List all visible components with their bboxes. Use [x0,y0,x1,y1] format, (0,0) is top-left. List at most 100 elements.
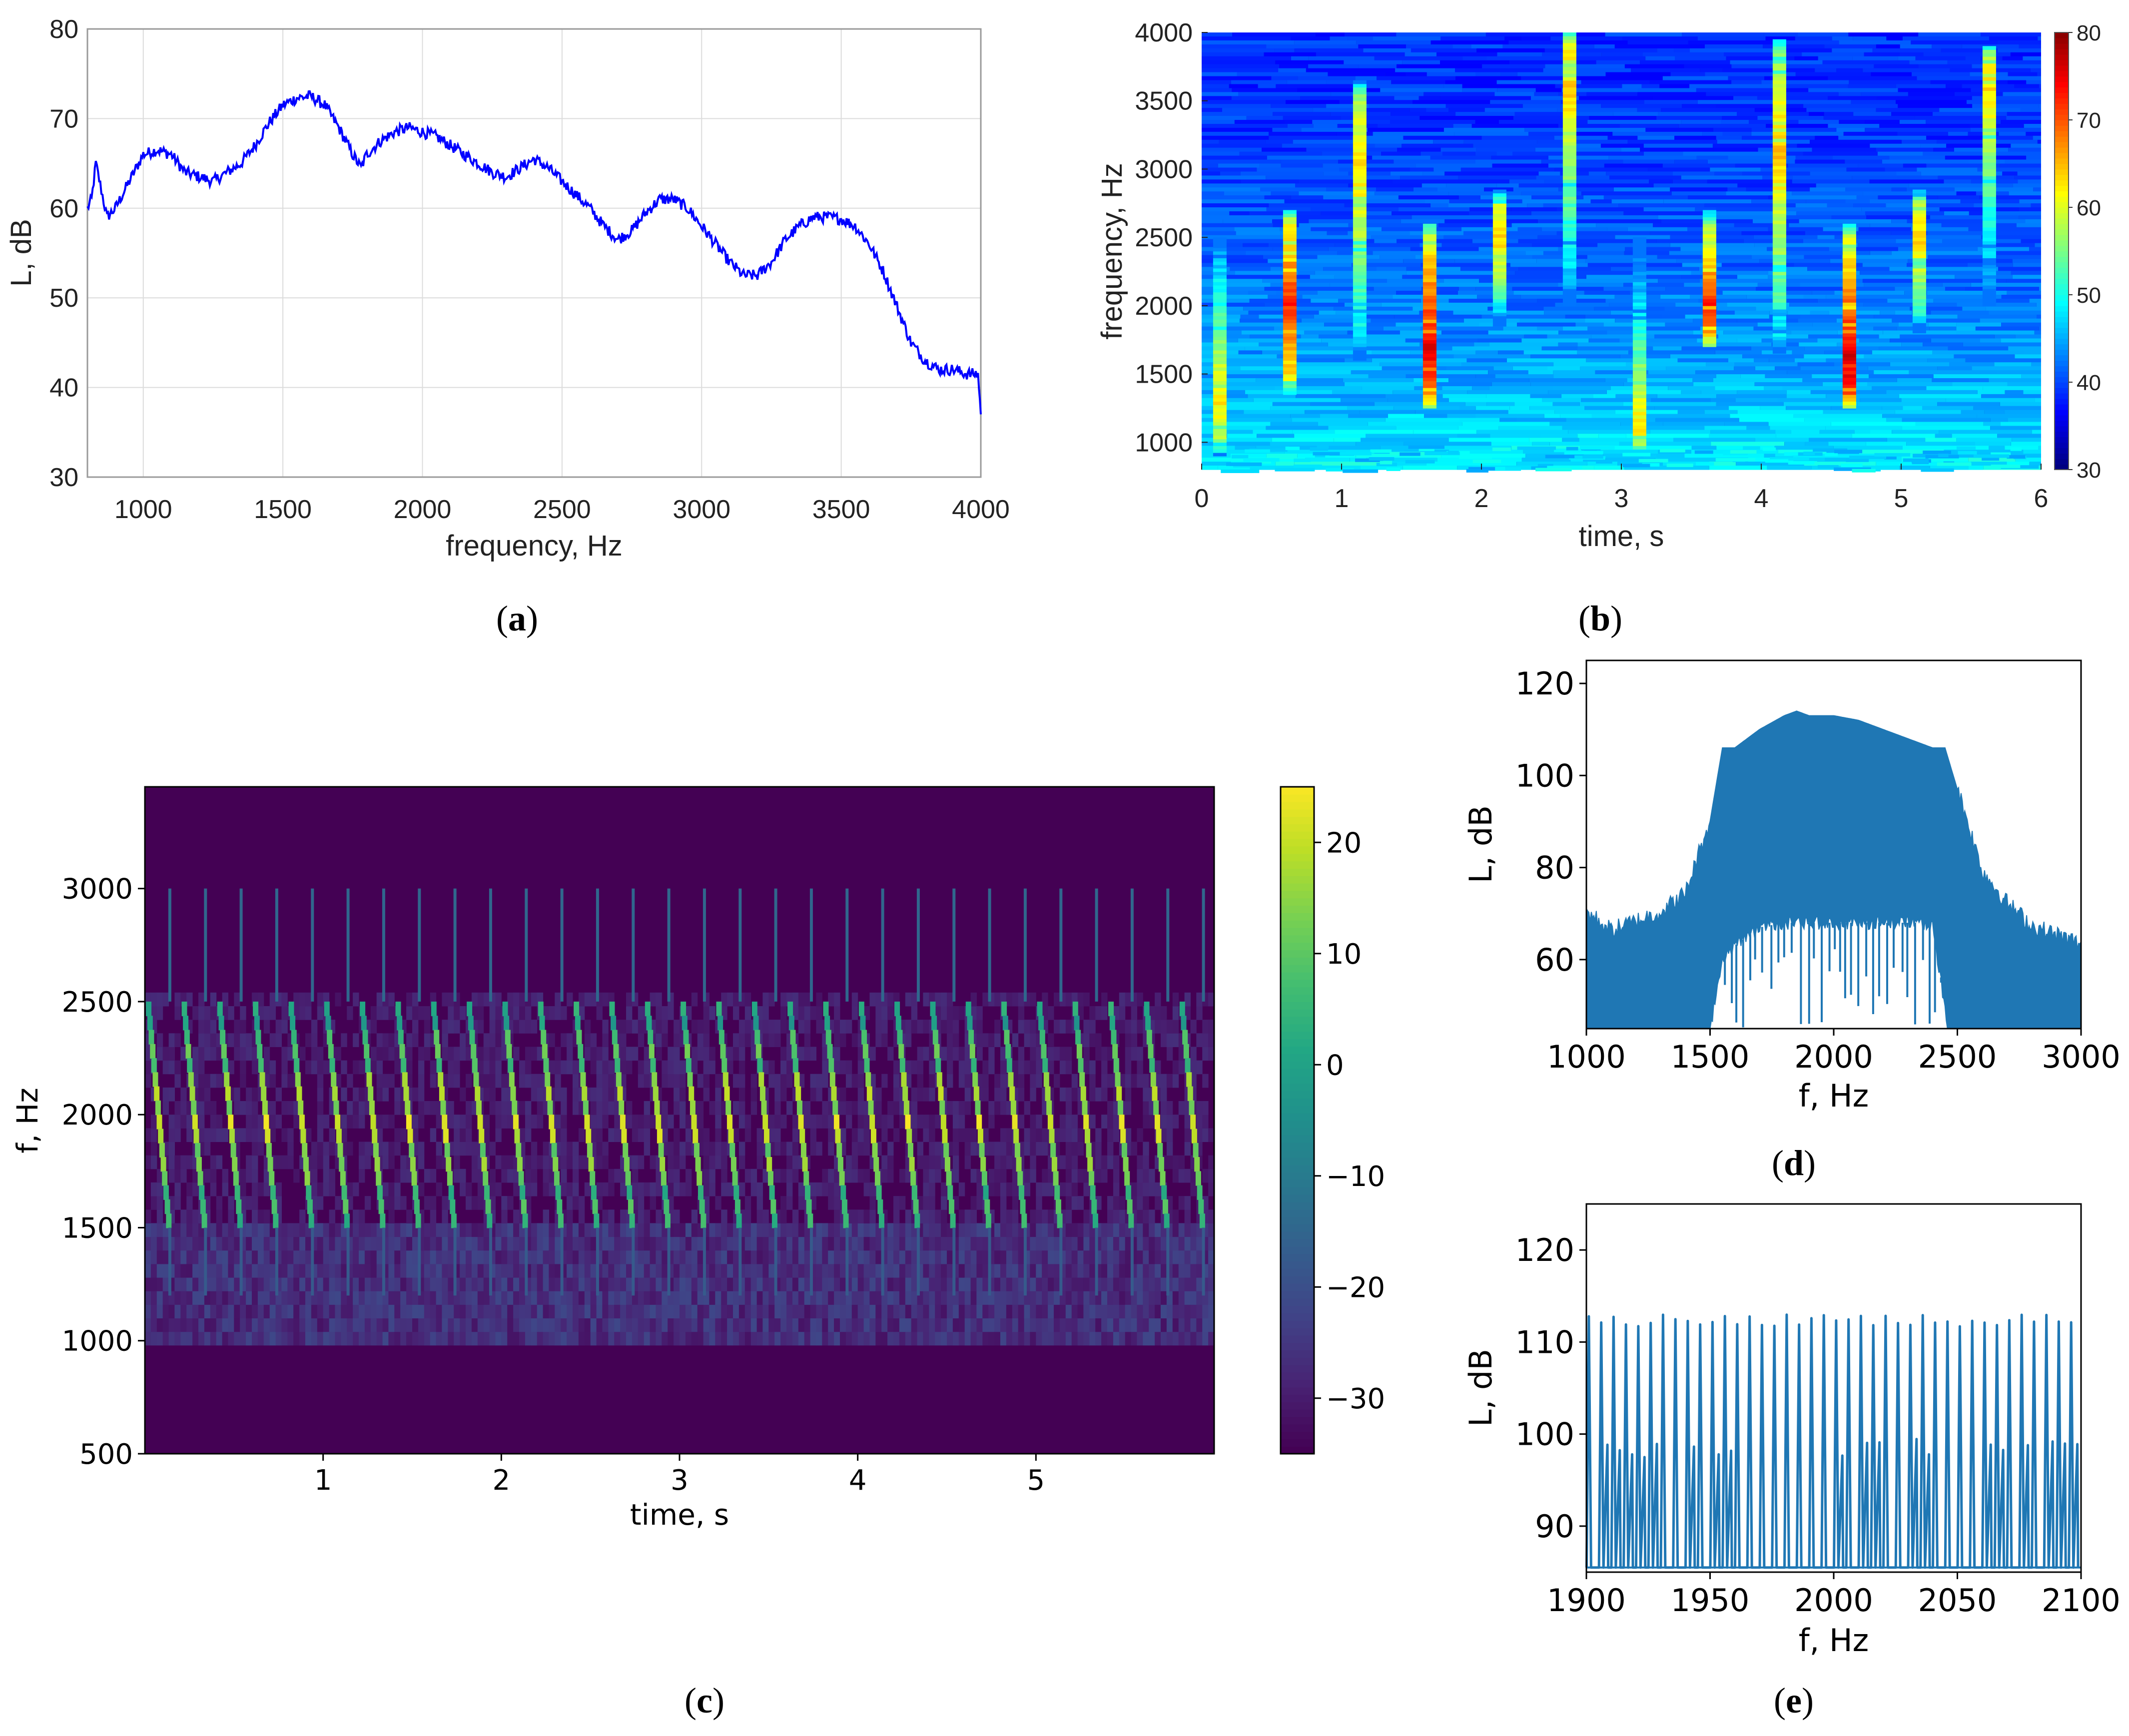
chart-c-noise-cell [430,1223,437,1237]
chart-b-call-cell [1982,158,1996,163]
chart-c-noise-cell [756,1155,763,1169]
chart-c-noise-cell [198,1006,205,1020]
chart-b-noise-cell [1250,334,1301,339]
chart-b-noise-cell [1314,314,1366,319]
chart-b-noise-cell [1561,100,1644,104]
chart-b-call-cell [1702,319,1716,323]
chart-c-noise-cell [626,1101,633,1115]
chart-c-noise-cell [305,1128,312,1142]
chart-b-noise-cell [1632,374,1716,379]
chart-b-noise-cell [1443,279,1479,283]
chart-b-noise-cell [1596,60,1640,65]
chart-b-call-cell [1353,292,1367,296]
chart-b-noise-cell [1797,362,1834,367]
chart-c-noise-cell [204,1196,211,1210]
chart-b-noise-cell [1475,350,1498,355]
chart-c-noise-cell [697,1020,704,1034]
chart-c-noise-cell [305,1236,312,1251]
chart-b-noise-cell [1650,231,1742,236]
chart-c-noise-cell [263,1060,270,1075]
chart-c-noise-cell [828,1250,834,1264]
chart-b-call-cell [1422,323,1436,327]
chart-c-noise-cell [145,1236,151,1251]
chart-c-noise-cell [353,1250,359,1264]
chart-c-noise-cell [359,1277,365,1291]
chart-b-noise-cell [1742,354,1804,359]
chart-c-noise-cell [780,1196,787,1210]
chart-b-call-cell [1772,80,1786,84]
chart-b-noise-cell [1817,465,1839,469]
chart-c-noise-cell [257,1291,264,1305]
chart-b-ytick-label: 1500 [1135,360,1193,389]
chart-b-noise-cell [1644,151,1683,156]
chart-b-call-cell [1982,206,1996,211]
chart-c-noise-cell [762,1168,769,1183]
chart-b-call-cell [1353,302,1367,306]
chart-b-noise-cell [1722,116,1758,120]
chart-c-noise-cell [519,1277,526,1291]
chart-c-noise-cell [311,1020,318,1034]
chart-b-noise-cell [1675,56,1726,61]
chart-b-noise-cell [1352,263,1421,267]
chart-b-noise-cell [1328,72,1386,77]
chart-c-noise-cell [323,1142,330,1156]
chart-c-noise-cell [733,1263,739,1278]
chart-b-noise-cell [1270,267,1324,271]
chart-b-noise-cell [1924,259,2013,263]
chart-c-noise-cell [513,1304,520,1318]
chart-b-noise-cell [1253,430,1293,435]
chart-c-noise-cell [436,1142,442,1156]
chart-c-noise-cell [388,1115,395,1129]
chart-b-noise-cell [2012,259,2041,263]
chart-c-noise-cell [798,1236,805,1251]
chart-b-noise-cell [1379,243,1420,248]
chart-b-noise-cell [1792,350,1825,355]
chart-b-noise-cell [1583,195,1604,200]
chart-b-noise-cell [1356,442,1404,446]
chart-b-noise-cell [1777,243,1858,248]
chart-c-noise-cell [537,1318,544,1332]
chart-b-call-cell [1912,247,1926,252]
chart-b-noise-cell [1767,466,1812,470]
chart-b-call-cell [1562,87,1576,91]
chart-c-noise-cell [400,1263,407,1278]
chart-c-noise-cell [531,1115,538,1129]
chart-b-noise-cell [1202,167,1257,172]
chart-c-noise-cell [228,1196,234,1210]
chart-c-noise-cell [162,1277,169,1291]
chart-c-noise-cell [537,1250,544,1264]
chart-c-noise-cell [674,1101,680,1115]
chart-b-call-cell [1982,165,1996,170]
chart-c-noise-cell [567,1331,573,1346]
chart-c-noise-cell [305,1060,312,1075]
chart-c-noise-cell [263,1168,270,1183]
chart-b-call-cell [1702,282,1716,286]
chart-c-noise-cell [626,1263,633,1278]
chart-b-call-cell [1842,292,1856,296]
chart-b-noise-cell [1927,358,1966,363]
chart-c-noise-cell [156,1047,163,1061]
chart-c-noise-cell [412,1087,419,1102]
chart-c-noise-cell [388,1047,395,1061]
chart-b-ytick-label: 2500 [1135,223,1193,252]
chart-c-noise-cell [738,1331,745,1346]
chart-c-noise-cell [721,1142,727,1156]
chart-b-call-cell [1982,278,1996,282]
chart-c-noise-cell [685,1142,692,1156]
chart-b-noise-cell [1994,362,2032,367]
chart-c-noise-cell [329,1331,335,1346]
chart-c-noise-cell [198,1074,205,1088]
chart-c-noise-cell [246,1277,252,1291]
chart-b-noise-cell [1674,159,1708,164]
chart-b-call-cell [1422,333,1436,337]
chart-b-call-cell [1492,302,1506,306]
chart-b-call-cell [1702,271,1716,276]
chart-b-call-cell [1632,360,1646,364]
chart-b-noise-cell [1537,326,1563,331]
chart-c-noise-cell [573,1060,579,1075]
chart-b-noise-cell [1812,147,1876,152]
chart-b-call-cell [1283,343,1297,347]
chart-c-noise-cell [680,1155,686,1169]
chart-b-noise-cell [1708,159,1795,164]
chart-b-call-cell [1353,152,1367,156]
